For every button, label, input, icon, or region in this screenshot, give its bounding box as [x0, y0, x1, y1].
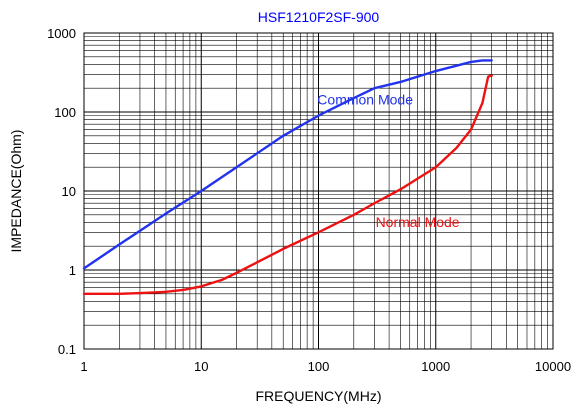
- series-line-common-mode: [82, 59, 493, 270]
- y-tick-label: 1: [69, 263, 76, 278]
- series-group: Common Mode Normal Mode: [82, 59, 493, 295]
- x-tick-label: 10000: [535, 359, 571, 374]
- x-tick-label: 100: [308, 359, 330, 374]
- y-tick-label: 1000: [47, 26, 76, 41]
- x-tick-label: 10: [194, 359, 208, 374]
- x-axis-title: FREQUENCY(MHz): [256, 388, 382, 404]
- series-label-normal-mode: Normal Mode: [376, 214, 460, 230]
- x-tick-label: 1: [80, 359, 87, 374]
- grid-lines: [84, 33, 553, 349]
- y-tick-label: 0.1: [58, 342, 76, 357]
- x-tick-label: 1000: [421, 359, 450, 374]
- plot-frame: [83, 32, 554, 350]
- y-tick-label: 10: [62, 184, 76, 199]
- y-axis-ticks: 0.1 1 10 100 1000: [47, 26, 76, 357]
- chart-title: HSF1210F2SF-900: [258, 9, 380, 25]
- series-label-common-mode: Common Mode: [317, 91, 413, 107]
- series-line-normal-mode: [82, 74, 493, 295]
- y-tick-label: 100: [54, 105, 76, 120]
- y-axis-title: IMPEDANCE(Ohm): [8, 130, 24, 253]
- x-axis-ticks: 1 10 100 1000 10000: [80, 359, 571, 374]
